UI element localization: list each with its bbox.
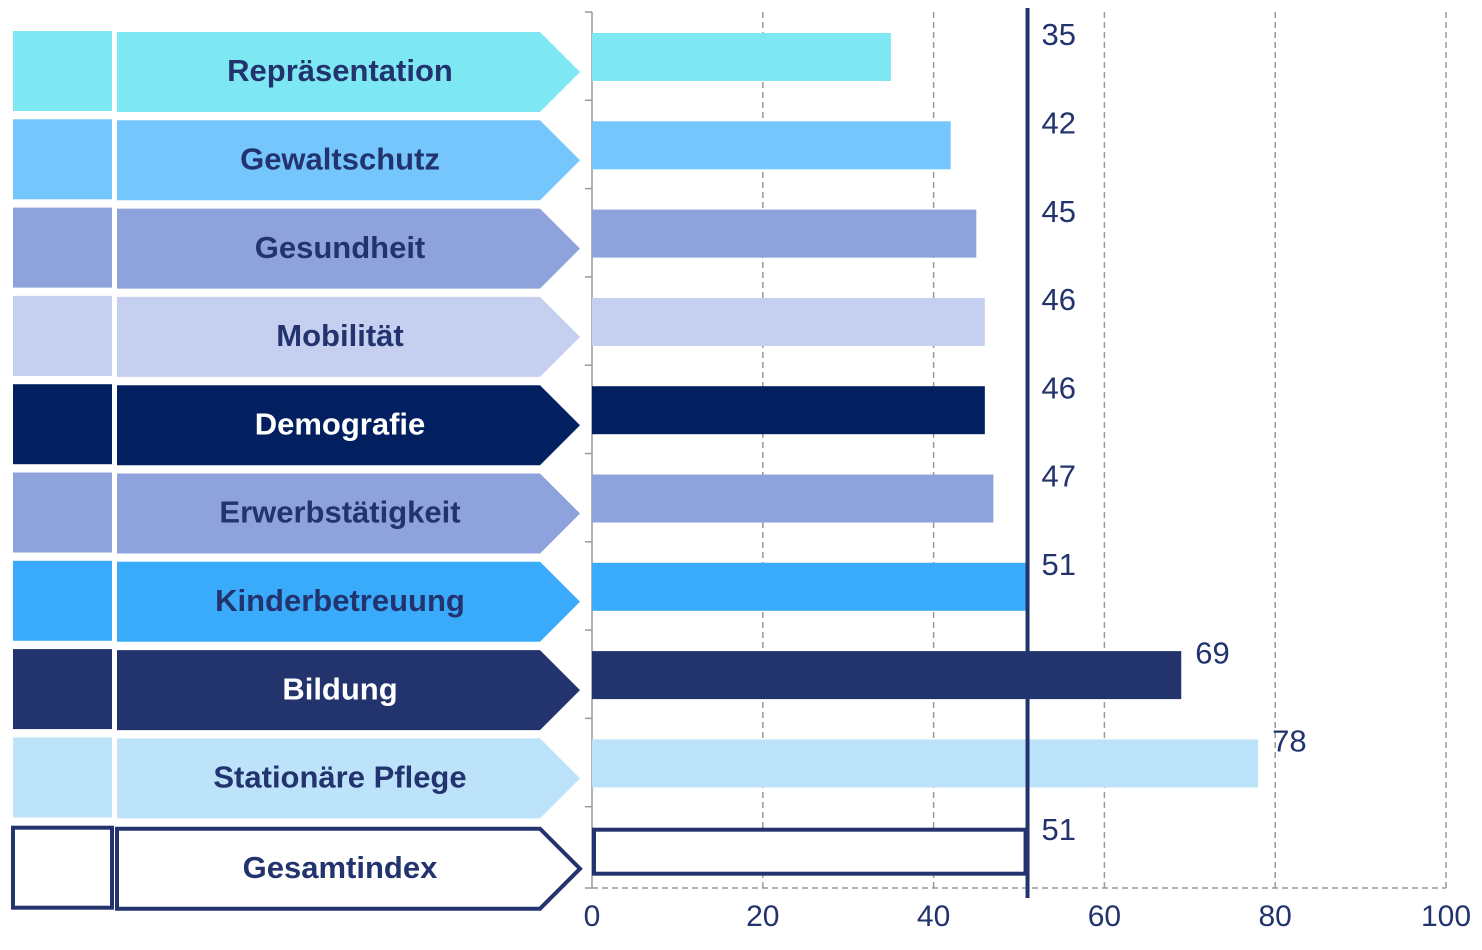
category-arrow <box>117 32 580 112</box>
value-label: 47 <box>1042 459 1076 494</box>
category-label: Gewaltschutz <box>240 141 440 176</box>
category-label: Erwerbstätigkeit <box>219 495 460 530</box>
value-label: 51 <box>1042 547 1076 582</box>
category-arrow <box>117 650 580 731</box>
value-label: 45 <box>1042 194 1076 229</box>
category-arrow <box>117 561 580 642</box>
x-tick-label: 40 <box>917 900 950 933</box>
category-arrow <box>117 208 580 289</box>
category-label: Mobilität <box>276 318 403 353</box>
icon-box <box>13 737 112 818</box>
x-tick-label: 0 <box>584 900 601 933</box>
icon-box <box>13 119 112 200</box>
icon-box <box>13 472 112 553</box>
category-label: Repräsentation <box>227 53 453 88</box>
bar <box>592 651 1182 700</box>
bar <box>592 297 985 346</box>
category-arrow <box>117 120 580 201</box>
x-tick-label: 60 <box>1088 900 1121 933</box>
category-arrow <box>115 826 583 911</box>
value-label: 35 <box>1042 17 1076 52</box>
value-label: 51 <box>1042 812 1076 847</box>
category-label: Gesamtindex <box>243 850 438 885</box>
value-label: 46 <box>1042 370 1076 405</box>
bar <box>592 827 1028 876</box>
icon-box <box>13 31 112 111</box>
x-tick-label: 80 <box>1259 900 1292 933</box>
icon-box <box>13 207 112 288</box>
category-label: Kinderbetreuung <box>215 583 465 618</box>
category-label: Gesundheit <box>255 230 426 265</box>
icon-box <box>13 295 112 376</box>
icon-box <box>11 825 114 910</box>
category-label: Bildung <box>282 671 397 706</box>
category-arrow <box>117 296 580 377</box>
icon-box <box>13 384 112 465</box>
category-arrow <box>117 473 580 554</box>
value-label: 78 <box>1272 724 1306 759</box>
value-label: 42 <box>1042 105 1076 140</box>
icon-box <box>13 560 112 641</box>
value-label: 69 <box>1195 635 1229 670</box>
x-tick-label: 20 <box>746 900 779 933</box>
value-label: 46 <box>1042 282 1076 317</box>
bar <box>592 474 994 523</box>
bar <box>592 121 951 170</box>
bar <box>592 562 1028 611</box>
bar <box>592 209 977 258</box>
bar <box>592 386 985 435</box>
category-label: Demografie <box>255 406 426 441</box>
x-tick-label: 100 <box>1421 900 1471 933</box>
bar <box>592 739 1259 788</box>
icon-box <box>13 649 112 730</box>
category-arrow <box>117 385 580 466</box>
bar <box>592 33 891 81</box>
category-label: Stationäre Pflege <box>213 760 466 795</box>
category-arrow <box>117 738 580 819</box>
